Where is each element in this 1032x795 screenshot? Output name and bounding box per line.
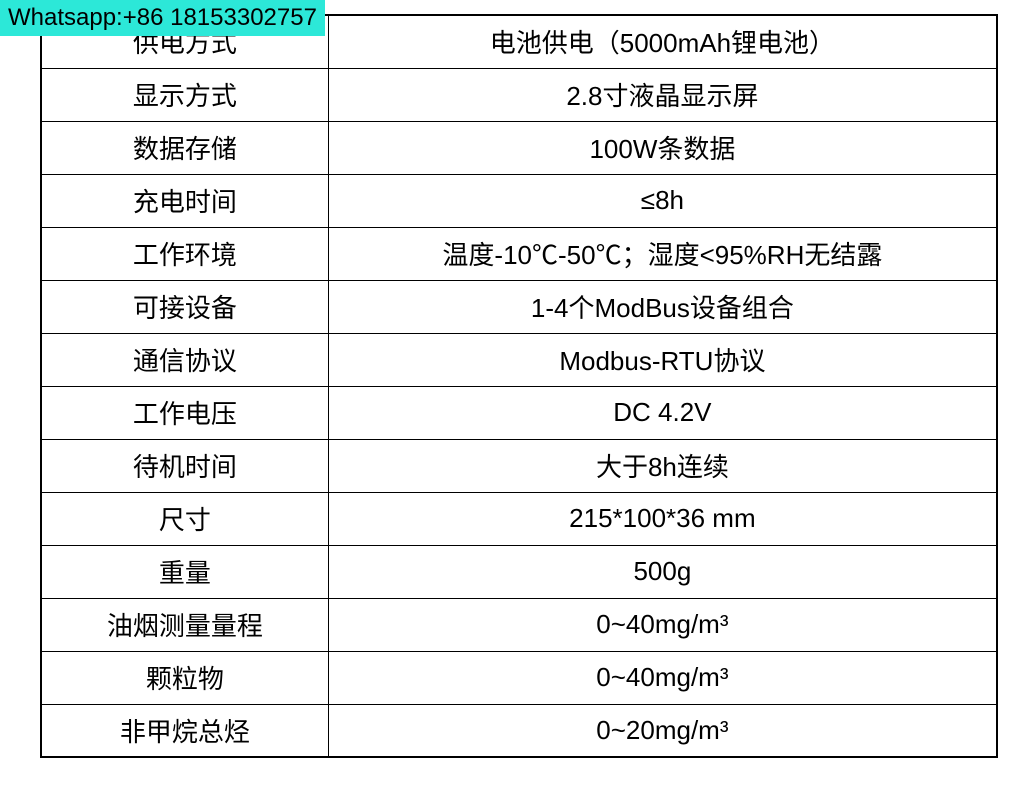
spec-value: 0~40mg/m³ [328, 651, 997, 704]
spec-label: 颗粒物 [41, 651, 328, 704]
spec-value: 0~20mg/m³ [328, 704, 997, 757]
spec-value: 大于8h连续 [328, 439, 997, 492]
spec-label: 充电时间 [41, 174, 328, 227]
table-row: 非甲烷总烃 0~20mg/m³ [41, 704, 997, 757]
spec-value: 500g [328, 545, 997, 598]
table-row: 通信协议 Modbus-RTU协议 [41, 333, 997, 386]
table-row: 显示方式 2.8寸液晶显示屏 [41, 68, 997, 121]
spec-label: 可接设备 [41, 280, 328, 333]
spec-value: ≤8h [328, 174, 997, 227]
spec-label: 工作电压 [41, 386, 328, 439]
table-row: 颗粒物 0~40mg/m³ [41, 651, 997, 704]
table-body: 供电方式 电池供电（5000mAh锂电池） 显示方式 2.8寸液晶显示屏 数据存… [41, 15, 997, 757]
table-row: 数据存储 100W条数据 [41, 121, 997, 174]
table-row: 尺寸 215*100*36 mm [41, 492, 997, 545]
spec-label: 数据存储 [41, 121, 328, 174]
table-row: 待机时间 大于8h连续 [41, 439, 997, 492]
spec-value: 215*100*36 mm [328, 492, 997, 545]
spec-value: 温度-10℃-50℃；湿度<95%RH无结露 [328, 227, 997, 280]
spec-value: 1-4个ModBus设备组合 [328, 280, 997, 333]
spec-value: 0~40mg/m³ [328, 598, 997, 651]
spec-value: Modbus-RTU协议 [328, 333, 997, 386]
table-row: 可接设备 1-4个ModBus设备组合 [41, 280, 997, 333]
spec-label: 通信协议 [41, 333, 328, 386]
spec-label: 工作环境 [41, 227, 328, 280]
table-row: 重量 500g [41, 545, 997, 598]
watermark-overlay: Whatsapp:+86 18153302757 [0, 0, 325, 36]
spec-value: 电池供电（5000mAh锂电池） [328, 15, 997, 68]
table-row: 工作环境 温度-10℃-50℃；湿度<95%RH无结露 [41, 227, 997, 280]
spec-label: 油烟测量量程 [41, 598, 328, 651]
spec-value: DC 4.2V [328, 386, 997, 439]
spec-label: 待机时间 [41, 439, 328, 492]
table-row: 工作电压 DC 4.2V [41, 386, 997, 439]
spec-label: 显示方式 [41, 68, 328, 121]
spec-label: 非甲烷总烃 [41, 704, 328, 757]
table-row: 充电时间 ≤8h [41, 174, 997, 227]
specification-table: 供电方式 电池供电（5000mAh锂电池） 显示方式 2.8寸液晶显示屏 数据存… [40, 14, 998, 758]
watermark-text: Whatsapp:+86 18153302757 [8, 4, 317, 31]
spec-value: 100W条数据 [328, 121, 997, 174]
spec-value: 2.8寸液晶显示屏 [328, 68, 997, 121]
spec-label: 重量 [41, 545, 328, 598]
spec-label: 尺寸 [41, 492, 328, 545]
table-row: 油烟测量量程 0~40mg/m³ [41, 598, 997, 651]
